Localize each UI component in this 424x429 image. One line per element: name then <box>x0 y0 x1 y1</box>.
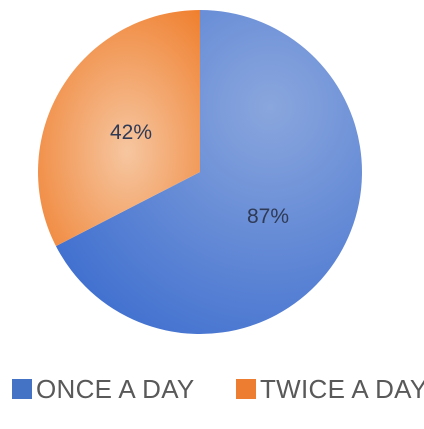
legend-swatch <box>12 379 32 399</box>
pie-slice-twice-a-day <box>38 10 200 247</box>
pie-slices <box>38 10 363 334</box>
legend-label: ONCE A DAY <box>36 374 195 404</box>
legend: ONCE A DAY TWICE A DAY <box>12 374 424 404</box>
data-label-once-a-day: 87% <box>247 205 289 228</box>
data-label-twice-a-day: 42% <box>110 121 152 144</box>
legend-swatch <box>236 379 256 399</box>
pie-slice-once-a-day <box>55 10 363 334</box>
pie-data-labels: 87% 42% <box>110 121 289 228</box>
legend-label: TWICE A DAY <box>260 374 424 404</box>
legend-item-twice-a-day: TWICE A DAY <box>236 374 424 404</box>
legend-item-once-a-day: ONCE A DAY <box>12 374 195 404</box>
